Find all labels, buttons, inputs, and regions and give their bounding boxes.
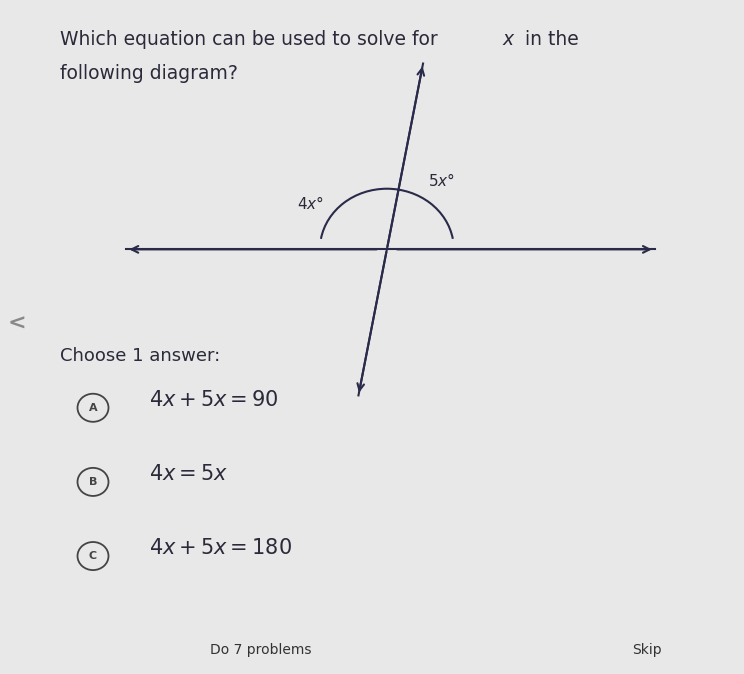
Text: Skip: Skip [632,644,662,657]
Text: <: < [7,313,26,334]
Text: $4x + 5x = 90$: $4x + 5x = 90$ [149,390,278,410]
Text: A: A [89,403,97,412]
Text: Choose 1 answer:: Choose 1 answer: [60,347,219,365]
Text: $4x + 5x = 180$: $4x + 5x = 180$ [149,538,292,558]
Text: $5x°$: $5x°$ [428,172,455,189]
Text: C: C [89,551,97,561]
Text: $4x°$: $4x°$ [297,195,324,212]
Text: Which equation can be used to solve for: Which equation can be used to solve for [60,30,443,49]
Text: Do 7 problems: Do 7 problems [210,644,311,657]
Text: $4x = 5x$: $4x = 5x$ [149,464,228,484]
Text: B: B [89,477,97,487]
Text: $x$: $x$ [502,30,516,49]
Text: following diagram?: following diagram? [60,64,237,83]
Text: in the: in the [519,30,578,49]
